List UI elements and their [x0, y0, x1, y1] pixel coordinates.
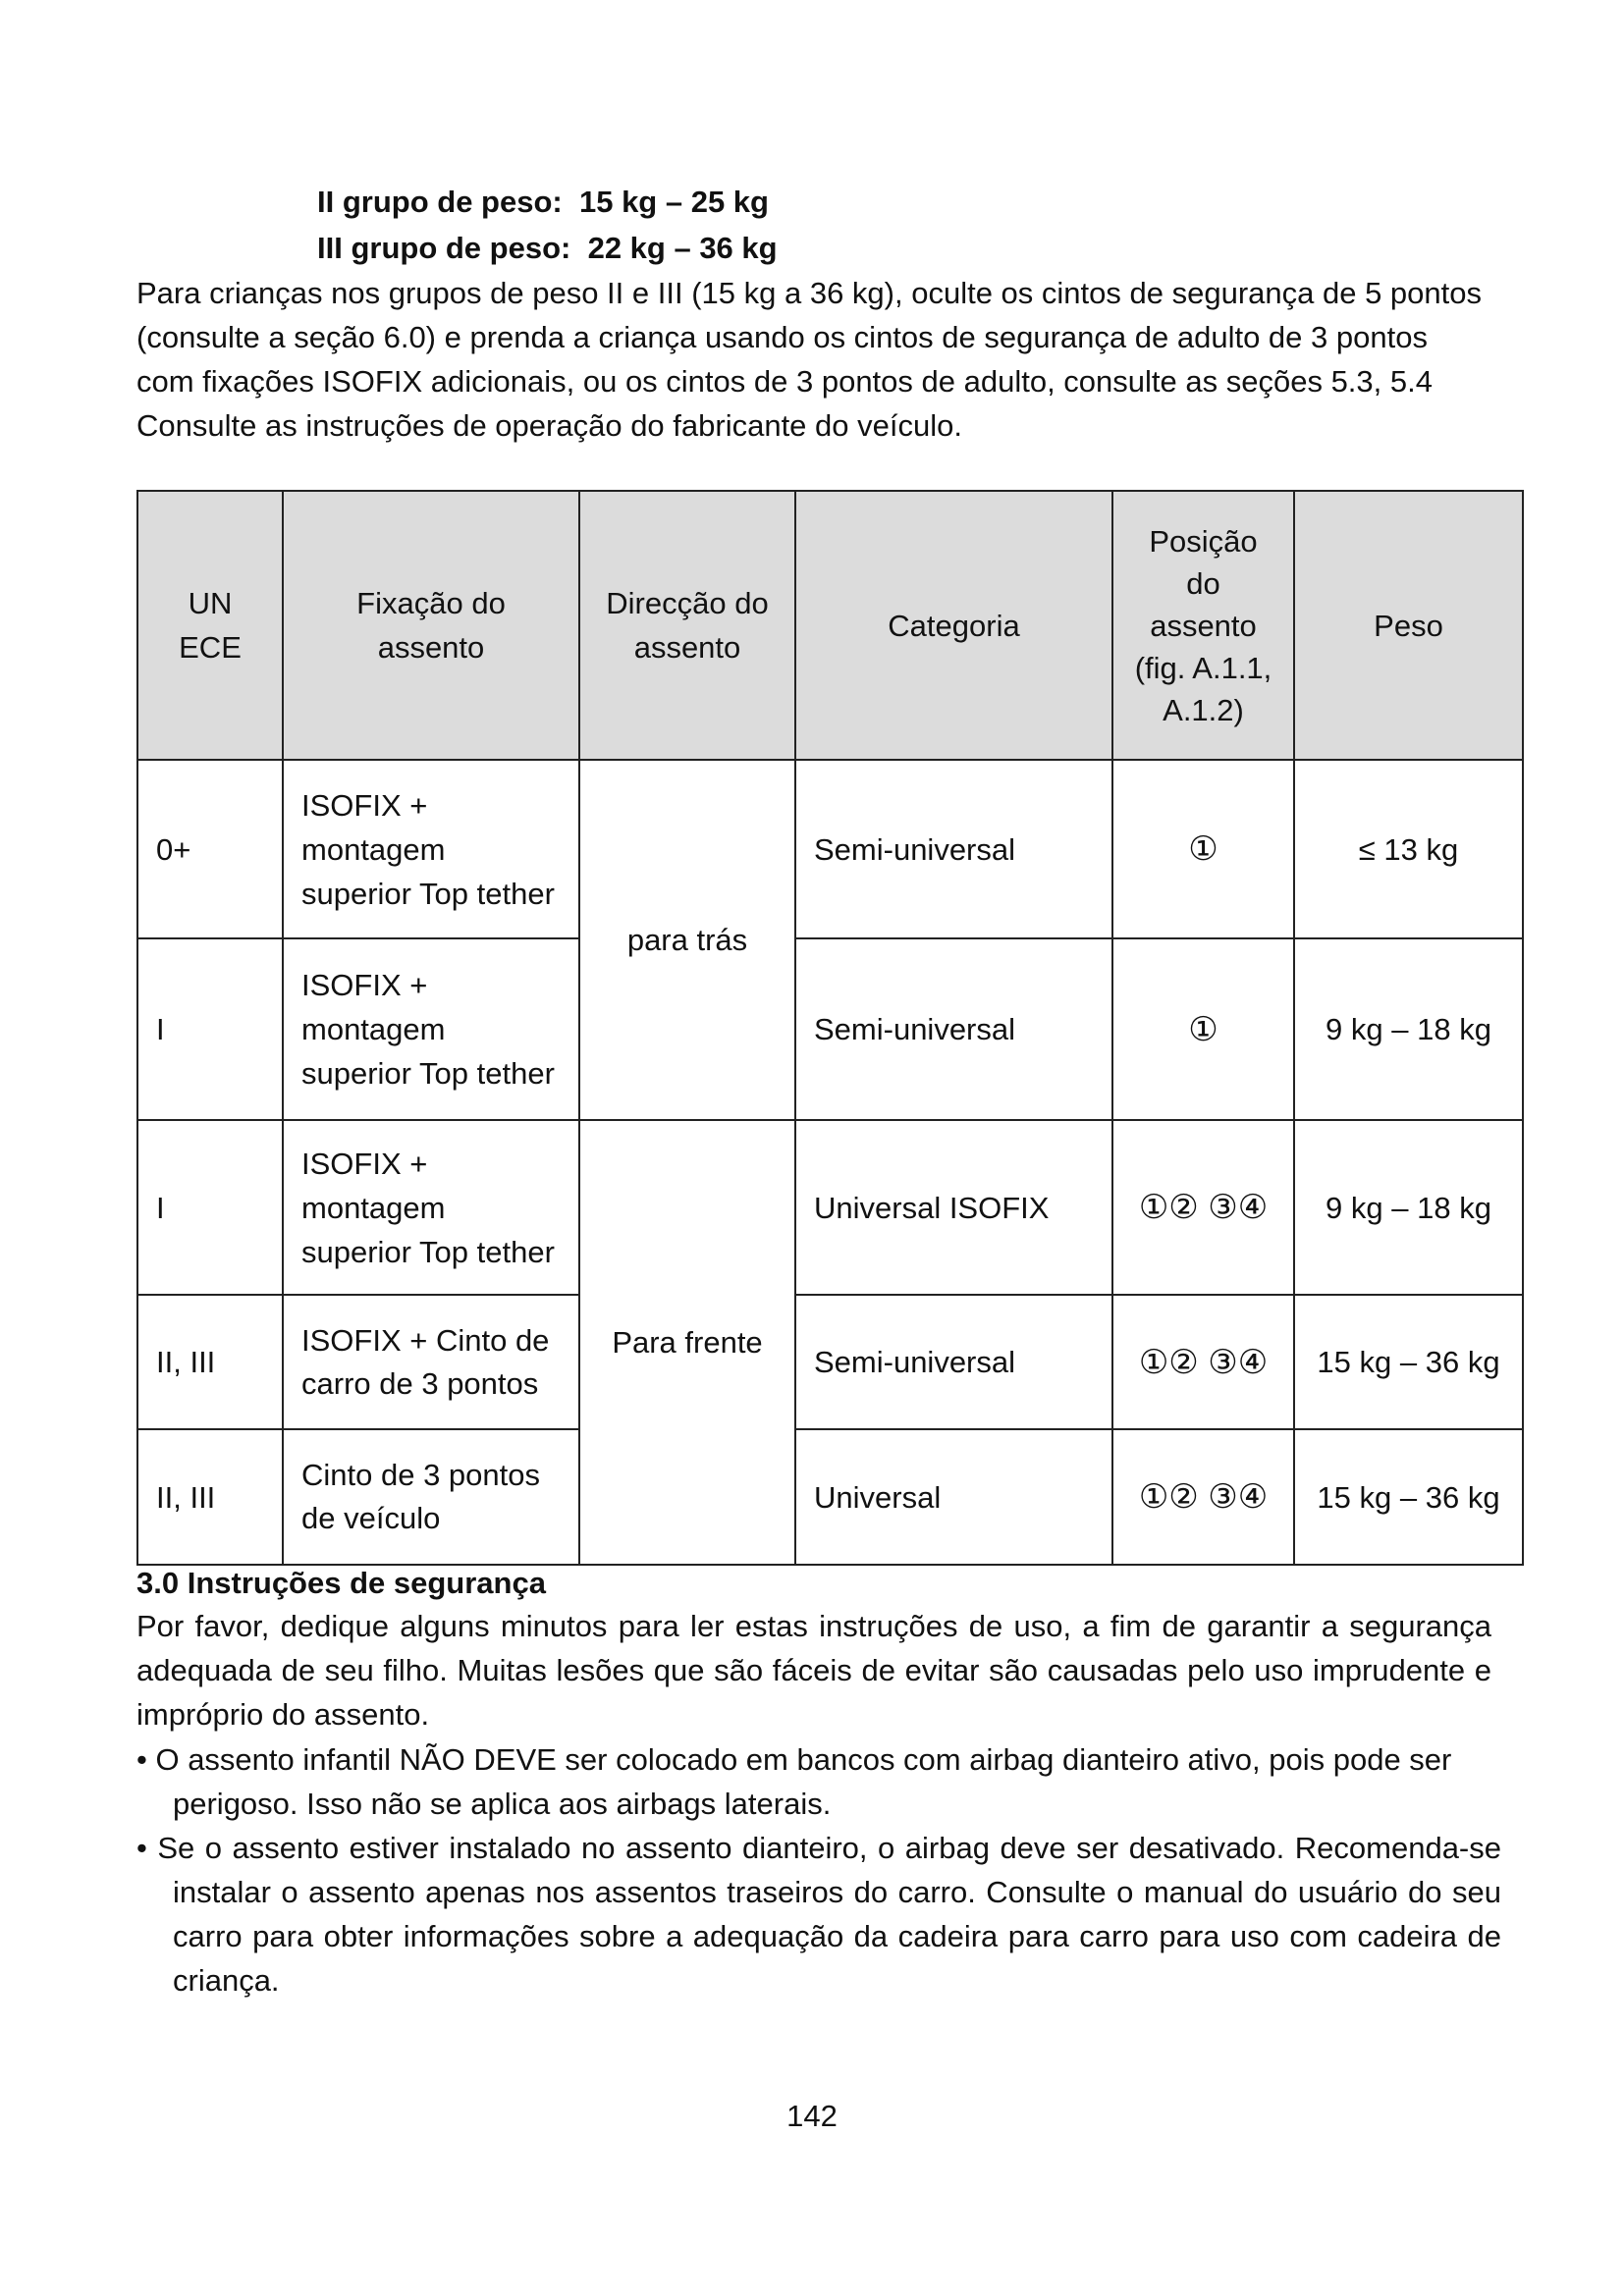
- row-weight: 9 kg – 18 kg: [1293, 1119, 1524, 1296]
- row-category: Semi-universal: [794, 759, 1113, 939]
- row-category: Universal: [794, 1428, 1113, 1566]
- row-weight: ≤ 13 kg: [1293, 759, 1524, 939]
- header-weight: Peso: [1293, 490, 1524, 761]
- row-fixing: Cinto de 3 pontos de veículo: [282, 1428, 580, 1566]
- weight-group-iii: III grupo de peso: 22 kg – 36 kg: [317, 231, 778, 265]
- row-weight: 15 kg – 36 kg: [1293, 1428, 1524, 1566]
- row-group: II, III: [136, 1428, 284, 1566]
- header-direction: Direcção do assento: [578, 490, 796, 761]
- row-fixing: ISOFIX + Cinto de carro de 3 pontos: [282, 1294, 580, 1430]
- row-group: II, III: [136, 1294, 284, 1430]
- row-fixing: ISOFIX + montagem superior Top tether: [282, 937, 580, 1121]
- row-fixing: ISOFIX + montagem superior Top tether: [282, 1119, 580, 1296]
- row-weight: 15 kg – 36 kg: [1293, 1294, 1524, 1430]
- page-number: 142: [786, 2099, 838, 2133]
- row-category: Semi-universal: [794, 1294, 1113, 1430]
- row-position: ①② ③④: [1111, 1119, 1295, 1296]
- row-position: ①: [1111, 759, 1295, 939]
- row-group: 0+: [136, 759, 284, 939]
- bullet-item: • Se o assento estiver instalado no asse…: [136, 1831, 1501, 1998]
- direction-rearward: para trás: [578, 759, 796, 1121]
- row-fixing: ISOFIX + montagem superior Top tether: [282, 759, 580, 939]
- intro-paragraph: Para crianças nos grupos de peso II e II…: [136, 276, 1482, 443]
- section-title: 3.0 Instruções de segurança: [136, 1566, 546, 1600]
- direction-forward: Para frente: [578, 1119, 796, 1566]
- header-un-ece: UN ECE: [136, 490, 284, 761]
- row-group: I: [136, 1119, 284, 1296]
- row-position: ①: [1111, 937, 1295, 1121]
- header-fixing: Fixação do assento: [282, 490, 580, 761]
- header-position: Posição do assento (fig. A.1.1, A.1.2): [1111, 490, 1295, 761]
- section-body: Por favor, dedique alguns minutos para l…: [136, 1609, 1491, 1732]
- row-weight: 9 kg – 18 kg: [1293, 937, 1524, 1121]
- row-position: ①② ③④: [1111, 1294, 1295, 1430]
- bullet-item: • O assento infantil NÃO DEVE ser coloca…: [136, 1742, 1452, 1821]
- row-category: Universal ISOFIX: [794, 1119, 1113, 1296]
- row-category: Semi-universal: [794, 937, 1113, 1121]
- row-group: I: [136, 937, 284, 1121]
- header-category: Categoria: [794, 490, 1113, 761]
- weight-group-ii: II grupo de peso: 15 kg – 25 kg: [317, 185, 769, 219]
- row-position: ①② ③④: [1111, 1428, 1295, 1566]
